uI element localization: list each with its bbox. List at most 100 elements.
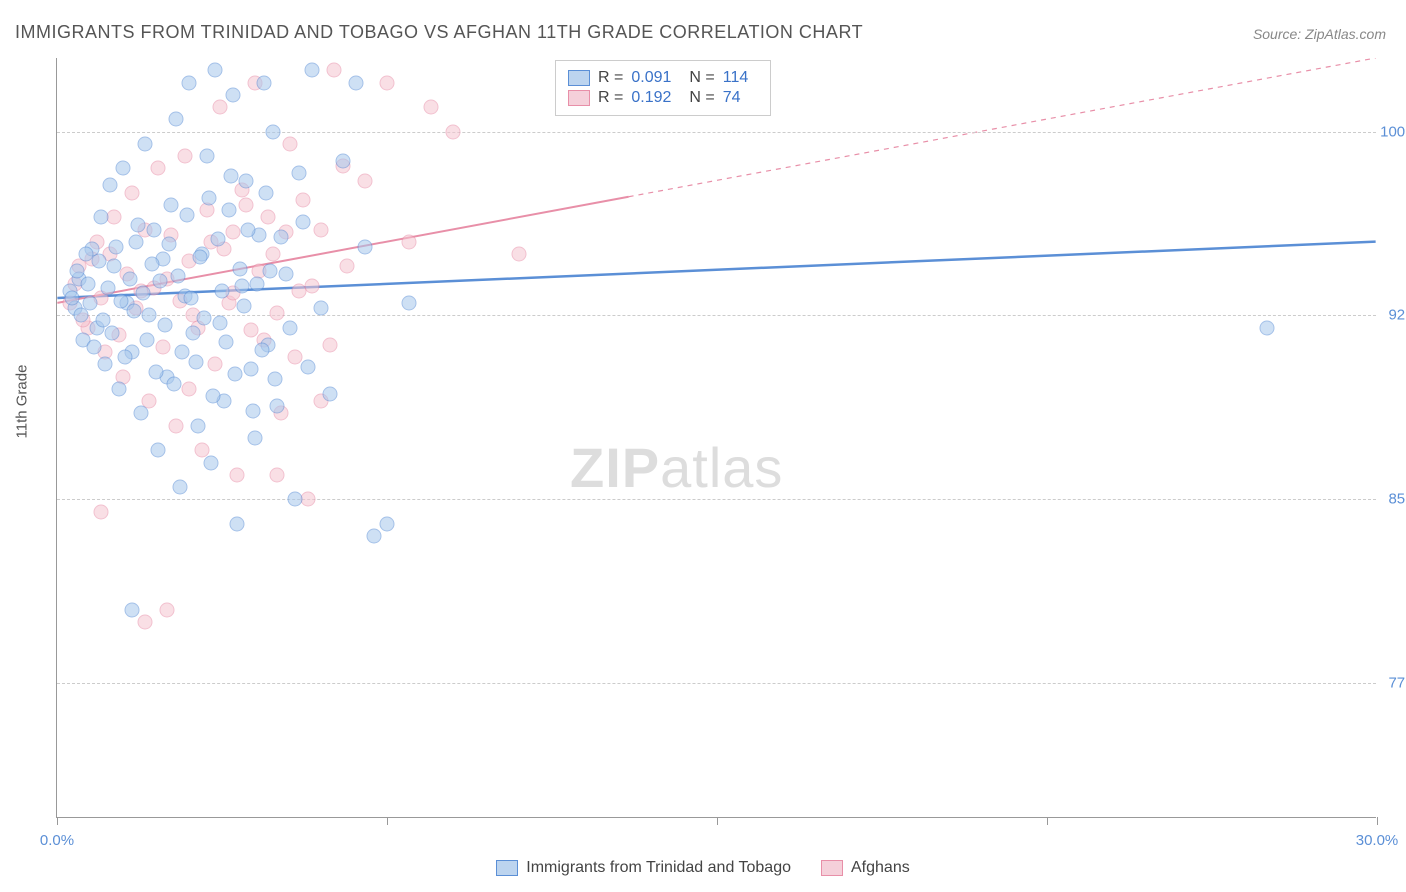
legend-swatch-blue (496, 860, 518, 876)
data-point (322, 337, 337, 352)
data-point (102, 178, 117, 193)
data-point (173, 480, 188, 495)
data-point (237, 298, 252, 313)
data-point (228, 367, 243, 382)
data-point (314, 301, 329, 316)
data-point (219, 335, 234, 350)
data-point (380, 75, 395, 90)
data-point (259, 185, 274, 200)
data-point (265, 247, 280, 262)
data-point (296, 215, 311, 230)
data-point (94, 504, 109, 519)
data-point (424, 100, 439, 115)
legend-item-pink: Afghans (821, 859, 910, 877)
data-point (133, 406, 148, 421)
data-point (149, 364, 164, 379)
data-point (226, 225, 241, 240)
data-point (199, 149, 214, 164)
data-point (142, 308, 157, 323)
data-point (215, 283, 230, 298)
data-point (234, 279, 249, 294)
data-point (107, 259, 122, 274)
data-point (245, 404, 260, 419)
data-point (340, 259, 355, 274)
data-point (182, 381, 197, 396)
data-point (65, 291, 80, 306)
data-point (177, 149, 192, 164)
data-point (151, 443, 166, 458)
data-point (380, 516, 395, 531)
data-point (239, 173, 254, 188)
data-point (210, 232, 225, 247)
data-point (201, 190, 216, 205)
data-point (83, 296, 98, 311)
data-point (98, 357, 113, 372)
n-label: N = (689, 89, 714, 107)
ytick-label: 85.0% (1388, 491, 1406, 508)
data-point (287, 492, 302, 507)
data-point (446, 124, 461, 139)
data-point (349, 75, 364, 90)
y-axis-label: 11th Grade (14, 365, 31, 439)
data-point (138, 136, 153, 151)
xtick (1047, 817, 1048, 825)
data-point (94, 210, 109, 225)
legend-item-blue: Immigrants from Trinidad and Tobago (496, 859, 791, 877)
data-point (300, 359, 315, 374)
data-point (135, 286, 150, 301)
data-point (131, 217, 146, 232)
data-point (122, 271, 137, 286)
xtick (1377, 817, 1378, 825)
data-point (243, 362, 258, 377)
legend-label-pink: Afghans (851, 859, 910, 877)
data-point (138, 614, 153, 629)
ytick-label: 77.5% (1388, 675, 1406, 692)
gridline (57, 132, 1376, 133)
chart-title: IMMIGRANTS FROM TRINIDAD AND TOBAGO VS A… (15, 22, 863, 43)
n-value-pink: 74 (723, 89, 741, 107)
data-point (179, 207, 194, 222)
gridline (57, 683, 1376, 684)
data-point (109, 239, 124, 254)
data-point (226, 87, 241, 102)
data-point (129, 234, 144, 249)
data-point (113, 293, 128, 308)
n-value-blue: 114 (723, 69, 749, 87)
data-point (270, 305, 285, 320)
data-point (270, 467, 285, 482)
legend-label-blue: Immigrants from Trinidad and Tobago (526, 859, 791, 877)
data-point (164, 198, 179, 213)
legend-swatch-pink (568, 90, 590, 106)
data-point (155, 340, 170, 355)
r-value-blue: 0.091 (631, 69, 671, 87)
data-point (87, 340, 102, 355)
data-point (327, 63, 342, 78)
data-point (168, 112, 183, 127)
data-point (274, 229, 289, 244)
data-point (160, 602, 175, 617)
n-label: N = (689, 69, 714, 87)
xtick-label: 30.0% (1356, 832, 1399, 849)
data-point (151, 161, 166, 176)
data-point (254, 342, 269, 357)
data-point (256, 75, 271, 90)
data-point (358, 173, 373, 188)
data-point (190, 418, 205, 433)
data-point (283, 136, 298, 151)
data-point (206, 389, 221, 404)
data-point (193, 249, 208, 264)
data-point (140, 332, 155, 347)
data-point (232, 261, 247, 276)
legend-row-blue: R = 0.091 N = 114 (568, 69, 758, 87)
data-point (296, 193, 311, 208)
gridline (57, 499, 1376, 500)
data-point (146, 222, 161, 237)
source-label: Source: ZipAtlas.com (1253, 26, 1386, 42)
data-point (223, 168, 238, 183)
data-point (1260, 320, 1275, 335)
data-point (188, 355, 203, 370)
data-point (208, 63, 223, 78)
data-point (287, 350, 302, 365)
data-point (100, 281, 115, 296)
data-point (322, 386, 337, 401)
